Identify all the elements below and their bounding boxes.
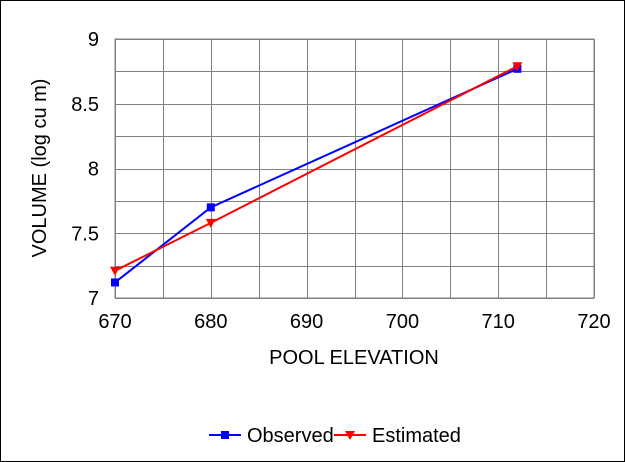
data-point-estimated: [205, 218, 216, 228]
y-axis-title: VOLUME (log cu m): [29, 79, 51, 258]
y-tick-label: 9: [88, 29, 99, 51]
y-tick-label: 8: [88, 159, 99, 181]
legend-label-estimated: Estimated: [372, 425, 461, 447]
x-tick-label: 710: [482, 311, 515, 333]
x-tick-label: 670: [98, 311, 131, 333]
data-point-observed: [111, 278, 119, 287]
plot-area: [115, 39, 594, 298]
y-tick-label: 7.5: [71, 223, 99, 245]
x-tick-label: 700: [386, 311, 419, 333]
x-axis-ticks: 670 680 690 700 710 720: [98, 311, 610, 333]
series-group: [110, 62, 523, 287]
data-point-observed: [206, 203, 215, 212]
x-tick-label: 680: [194, 311, 227, 333]
y-tick-label: 7: [88, 288, 99, 310]
x-tick-label: 690: [290, 311, 323, 333]
x-axis-title: POOL ELEVATION: [269, 347, 439, 369]
data-point-estimated: [512, 62, 523, 72]
legend-marker-estimated: [345, 431, 355, 440]
legend: Observed Estimated: [209, 425, 461, 447]
plot-border: [114, 38, 595, 299]
y-tick-label: 8.5: [71, 94, 99, 116]
legend-marker-observed: [221, 431, 229, 439]
legend-label-observed: Observed: [247, 425, 334, 447]
data-point-estimated: [110, 266, 120, 276]
x-tick-label: 720: [577, 311, 610, 333]
y-axis-ticks: 7 7.5 8 8.5 9: [71, 29, 99, 310]
